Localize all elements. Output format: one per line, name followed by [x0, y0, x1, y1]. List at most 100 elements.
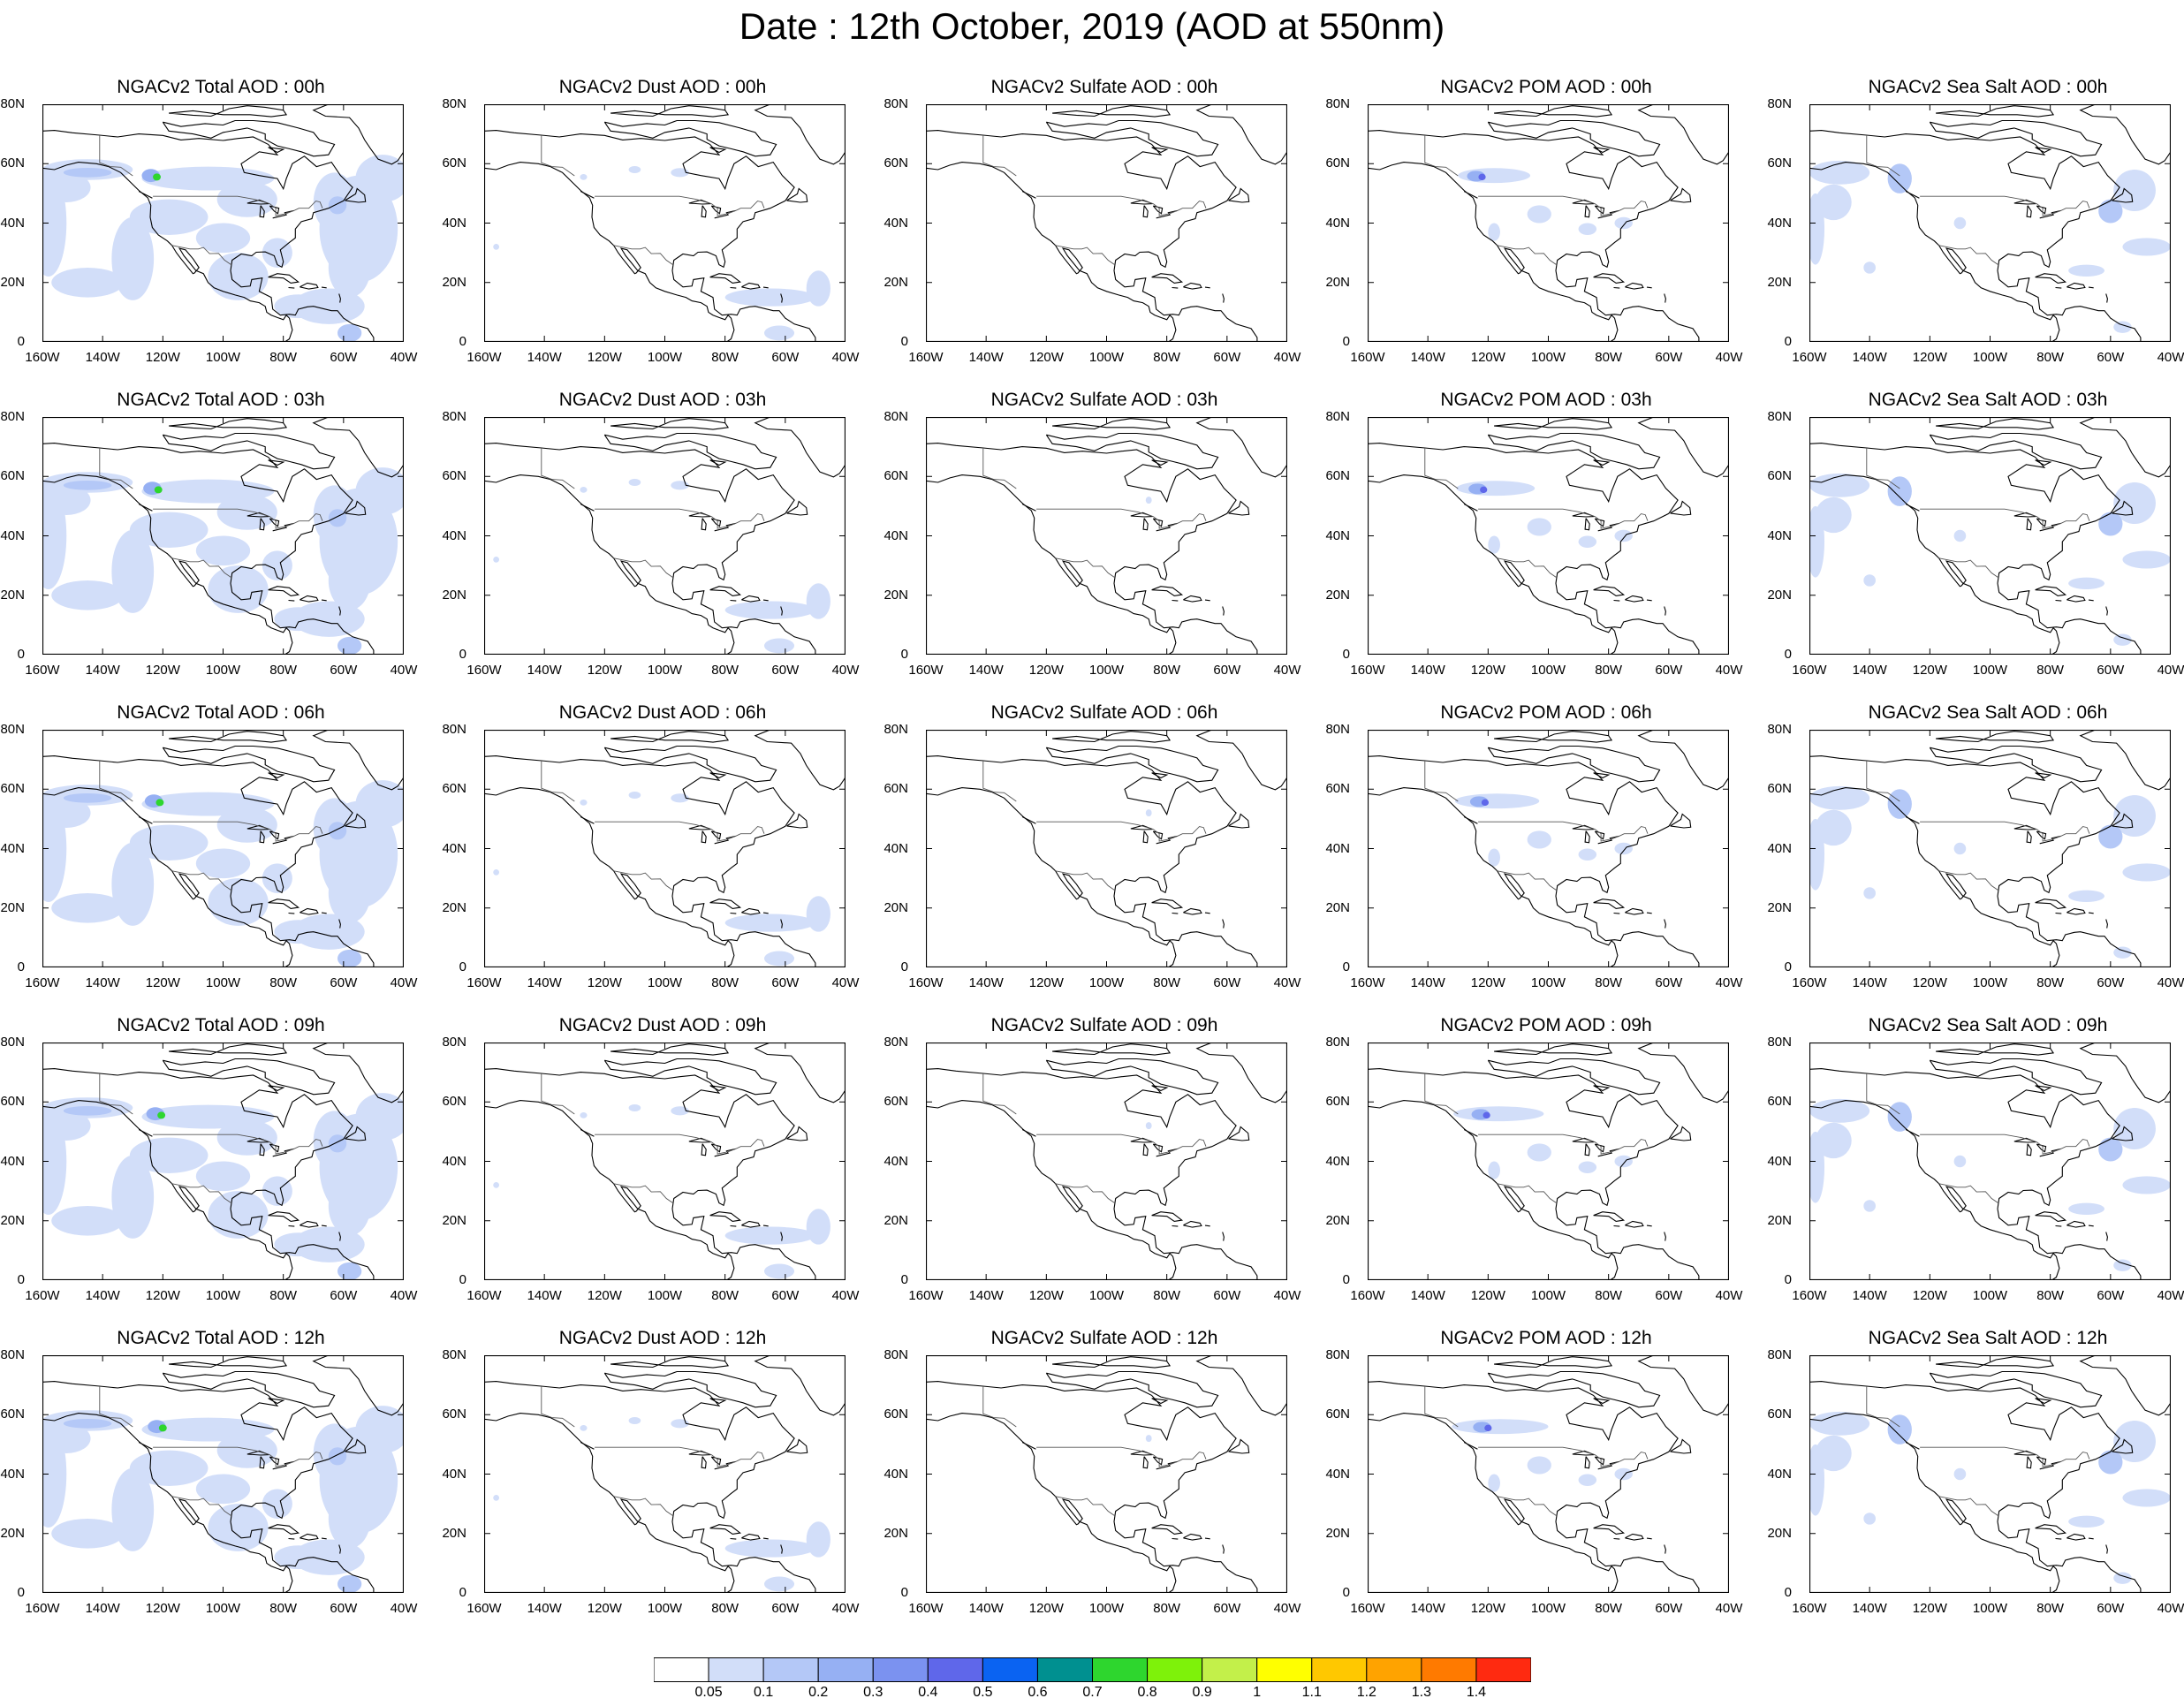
- colorbar-swatch: [1092, 1657, 1149, 1682]
- country-border: [1938, 870, 1999, 891]
- lon-tick-label: 160W: [1350, 975, 1385, 990]
- lat-tick-label: 0: [17, 959, 25, 974]
- coastline: [288, 599, 295, 602]
- aod-field-cell: [2113, 1107, 2156, 1150]
- coastline: [300, 907, 319, 915]
- aod-field-cell: [262, 550, 292, 580]
- aod-field-cell: [1452, 1419, 1549, 1435]
- lon-tick-label: 80W: [1153, 350, 1181, 365]
- map-panel: NGACv2 Sulfate AOD : 03h 80N 60N 40N 20N 0 160…: [883, 390, 1325, 704]
- lon-tick-label: 160W: [466, 1288, 502, 1303]
- coastline: [1637, 730, 1729, 791]
- map-plot: [926, 730, 1287, 967]
- panel-title: NGACv2 POM AOD : 09h: [1440, 1015, 1652, 1035]
- map-panel: NGACv2 Sea Salt AOD : 03h 80N 60N 40N 20N 0 16…: [1767, 390, 2184, 704]
- lat-tick-label: 0: [1342, 647, 1350, 662]
- map-panel: NGACv2 POM AOD : 09h 80N 60N 40N 20N 0 160W 140…: [1325, 1015, 1767, 1330]
- country-border: [541, 135, 575, 177]
- colorbar-label: 0.6: [1028, 1685, 1048, 1700]
- lat-tick-label: 80N: [1325, 96, 1350, 111]
- map-panel: NGACv2 Total AOD : 03h 80N 60N 40N 20N 0 160W 1…: [0, 390, 442, 704]
- lon-tick-label: 100W: [205, 663, 241, 678]
- aod-field-cell: [724, 1539, 815, 1558]
- country-border: [982, 1386, 1017, 1428]
- coastline: [1664, 1544, 1666, 1554]
- lon-tick-label: 40W: [390, 1601, 418, 1616]
- aod-field-cell: [2122, 1176, 2171, 1194]
- coastline: [1228, 187, 1250, 203]
- aod-field-cell: [1578, 848, 1597, 861]
- aod-field-cell: [806, 1209, 830, 1245]
- coastline: [1151, 1085, 1169, 1092]
- coastline: [1151, 147, 1169, 154]
- aod-field-cell: [2113, 1259, 2132, 1271]
- coastline: [709, 273, 742, 284]
- coastline: [1936, 105, 2055, 118]
- coastline: [1368, 787, 1619, 967]
- panel-title: NGACv2 Dust AOD : 06h: [558, 702, 767, 723]
- coastline: [2105, 1232, 2108, 1241]
- coastline: [1637, 1043, 1729, 1103]
- map-frame: [926, 1043, 1287, 1280]
- aod-field-cell: [2068, 890, 2105, 903]
- aod-field-cell: [2098, 199, 2123, 224]
- lat-tick-label: 0: [900, 647, 908, 662]
- aod-field-cell: [1488, 1161, 1500, 1179]
- lat-tick-label: 0: [900, 334, 908, 349]
- coastline: [2026, 830, 2032, 844]
- lon-tick-label: 60W: [1655, 350, 1683, 365]
- aod-field-cell: [328, 509, 347, 527]
- lat-tick-label: 80N: [883, 1347, 908, 1362]
- aod-field-cell: [1953, 216, 1967, 230]
- aod-field-cell: [63, 1105, 112, 1116]
- lon-tick-label: 40W: [1273, 1601, 1301, 1616]
- country-border: [1866, 1073, 1900, 1115]
- lat-tick-label: 60N: [1767, 155, 1792, 171]
- lon-tick-label: 100W: [647, 350, 683, 365]
- lon-tick-label: 140W: [527, 350, 562, 365]
- lat-tick-label: 60N: [1325, 1407, 1350, 1422]
- country-border: [1424, 761, 1459, 802]
- lon-tick-label: 120W: [145, 1601, 180, 1616]
- coastline: [138, 1442, 153, 1450]
- panel-title: NGACv2 Total AOD : 03h: [117, 390, 325, 410]
- coastline: [610, 418, 730, 430]
- coastline: [741, 1220, 761, 1228]
- aod-field-cell: [1809, 1444, 1825, 1516]
- lat-tick-label: 40N: [883, 840, 908, 856]
- colorbar-swatch: [872, 1657, 929, 1682]
- aod-field-cell: [2068, 1515, 2105, 1528]
- lat-tick-label: 80N: [1767, 96, 1792, 111]
- lat-tick-label: 80N: [0, 96, 25, 111]
- lat-tick-label: 40N: [0, 1466, 25, 1482]
- lon-tick-label: 60W: [330, 350, 358, 365]
- coastline: [1584, 830, 1590, 844]
- lat-tick-label: 0: [900, 959, 908, 974]
- lat-tick-label: 40N: [0, 527, 25, 543]
- map-panel: NGACv2 POM AOD : 12h 80N 60N 40N 20N 0 160W 140…: [1325, 1328, 1767, 1642]
- coastline: [709, 1085, 727, 1092]
- country-border: [1424, 1073, 1459, 1115]
- colorbar-label: 0.05: [694, 1685, 723, 1700]
- lon-tick-label: 140W: [1852, 1601, 1887, 1616]
- aod-field-cell: [2113, 1420, 2156, 1463]
- coastline: [1195, 1043, 1287, 1103]
- aod-field-cell: [51, 580, 125, 610]
- map-frame: [1809, 1043, 2171, 1280]
- aod-field-cell: [63, 167, 112, 178]
- map-frame: [1368, 417, 1729, 655]
- aod-field-cell: [195, 1474, 251, 1505]
- aod-field-cell: [2068, 577, 2105, 590]
- lon-tick-label: 160W: [25, 1601, 60, 1616]
- aod-field-cell: [51, 1205, 125, 1236]
- coastline: [710, 1456, 722, 1466]
- coastline: [926, 443, 1258, 655]
- aod-field-cell: [2122, 550, 2171, 569]
- coastline: [2112, 187, 2134, 203]
- coastline: [1584, 518, 1590, 531]
- aod-field-cell: [628, 1416, 641, 1425]
- aod-field-cell: [2113, 633, 2132, 646]
- coastline: [300, 1533, 319, 1541]
- aod-field-cell: [628, 478, 641, 487]
- lon-tick-label: 100W: [205, 1288, 241, 1303]
